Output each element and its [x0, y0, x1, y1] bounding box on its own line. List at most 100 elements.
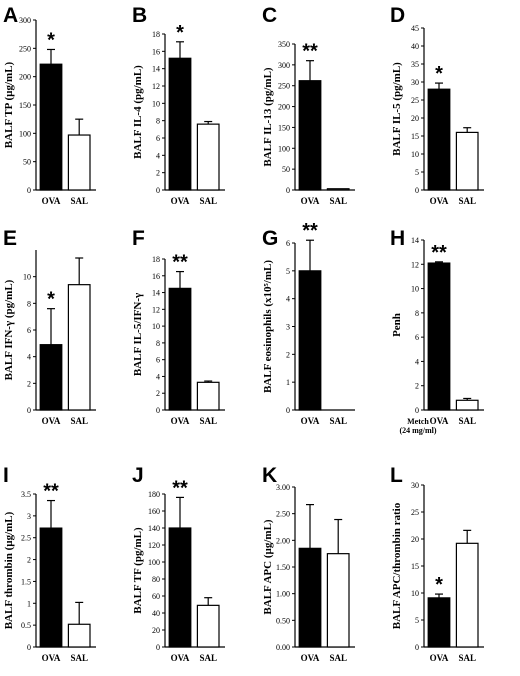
category-label: SAL — [199, 653, 217, 663]
y-tick-label: 180 — [148, 490, 160, 499]
y-tick-label: 2 — [415, 382, 419, 391]
panel-l: L 0 5 10 15 20 25 30 BALF APC/thrombin ratio * OVA… — [390, 464, 484, 663]
panel-letter: A — [3, 4, 18, 27]
y-tick-label: 1.50 — [276, 563, 290, 572]
panel-letter: I — [3, 464, 9, 487]
bar-ova — [168, 287, 192, 411]
bar-ova — [427, 597, 451, 648]
y-tick-label: 4 — [27, 353, 31, 362]
y-tick-label: 8 — [27, 299, 31, 308]
bar-sal — [326, 188, 350, 191]
y-tick-label: 3 — [286, 323, 290, 332]
y-axis-label: BALF APC (µg/mL) — [262, 519, 274, 614]
y-tick-label: 20 — [152, 626, 160, 635]
y-tick-label: 0 — [156, 406, 160, 415]
axis-note: Metch — [407, 417, 429, 426]
y-tick-label: 15 — [411, 132, 419, 141]
bar-ova — [39, 527, 63, 648]
y-tick-label: 25 — [411, 96, 419, 105]
y-tick-label: 300 — [19, 16, 31, 25]
panel-e: E 0 2 4 6 8 10 BALF IFN-γ (pg/mL) * OVA SAL — [3, 227, 96, 426]
y-tick-label: 0.00 — [276, 643, 290, 652]
y-tick-label: 10 — [152, 322, 160, 331]
bar-ova — [298, 547, 322, 648]
panel-j: J 0 20 40 60 80 100 120 140 160 180 BALF TF (pg/mL)… — [132, 464, 225, 663]
y-tick-label: 200 — [278, 103, 290, 112]
y-axis-label: BALF APC/thrombin ratio — [391, 502, 403, 629]
panel-letter: F — [132, 227, 145, 250]
y-tick-label: 4 — [156, 372, 160, 381]
y-tick-label: 200 — [19, 73, 31, 82]
bar-sal — [455, 542, 479, 648]
y-tick-label: 0.5 — [21, 621, 31, 630]
y-tick-label: 350 — [278, 40, 290, 49]
category-label: SAL — [458, 196, 476, 206]
y-tick-label: 50 — [23, 158, 31, 167]
y-tick-label: 30 — [411, 481, 419, 490]
category-label: SAL — [329, 196, 347, 206]
y-tick-label: 16 — [152, 47, 160, 56]
panel-f: F 0 2 4 6 8 10 12 14 16 18 BALF IL-5/IFN-γ ** OVA SAL — [132, 227, 225, 426]
y-tick-label: 8 — [156, 339, 160, 348]
y-tick-label: 0 — [415, 406, 419, 415]
y-tick-label: 6 — [286, 239, 290, 248]
y-axis-label: BALF IFN-γ (pg/mL) — [3, 279, 15, 380]
y-tick-label: 10 — [23, 273, 31, 282]
y-tick-label: 100 — [19, 129, 31, 138]
y-tick-label: 2.00 — [276, 536, 290, 545]
panel-letter: D — [390, 4, 405, 27]
y-tick-label: 45 — [411, 24, 419, 33]
category-label: OVA — [171, 196, 190, 206]
y-tick-label: 120 — [148, 541, 160, 550]
y-tick-label: 60 — [152, 592, 160, 601]
category-label: SAL — [70, 196, 88, 206]
y-tick-label: 2.5 — [21, 534, 31, 543]
panel-letter: L — [390, 464, 403, 487]
y-tick-label: 20 — [411, 114, 419, 123]
y-tick-label: 18 — [152, 255, 160, 264]
y-tick-label: 160 — [148, 507, 160, 516]
y-tick-label: 3.00 — [276, 483, 290, 492]
bar-ova — [168, 527, 192, 648]
bar-ova — [39, 63, 63, 191]
y-axis-label: BALF eosinophils (x10⁵/mL) — [262, 260, 274, 393]
y-tick-label: 100 — [278, 144, 290, 153]
y-axis-label: BALF thrombin (µg/mL) — [3, 511, 15, 629]
y-tick-label: 30 — [411, 78, 419, 87]
panel-d: D 0 5 10 15 20 25 30 35 40 45 BALF IL-5 (pg/mL) * OVA… — [390, 4, 484, 206]
y-tick-label: 2 — [27, 556, 31, 565]
y-tick-label: 250 — [278, 82, 290, 91]
y-tick-label: 20 — [411, 535, 419, 544]
y-axis-label: BALF TP (µg/mL) — [3, 61, 15, 148]
bar-sal — [67, 134, 91, 191]
y-tick-label: 3 — [27, 512, 31, 521]
significance-marker: ** — [172, 252, 188, 274]
y-tick-label: 6 — [27, 326, 31, 335]
y-tick-label: 4 — [415, 357, 419, 366]
y-tick-label: 10 — [152, 99, 160, 108]
category-label: SAL — [329, 416, 347, 426]
y-tick-label: 14 — [152, 65, 160, 74]
y-tick-label: 12 — [411, 260, 419, 269]
category-label: SAL — [458, 653, 476, 663]
y-tick-label: 0 — [286, 406, 290, 415]
significance-marker: ** — [431, 242, 447, 264]
y-tick-label: 10 — [411, 150, 419, 159]
axis-note: (24 mg/ml) — [399, 426, 436, 435]
y-axis-label: BALF TF (pg/mL) — [132, 527, 144, 614]
y-tick-label: 6 — [156, 356, 160, 365]
y-tick-label: 40 — [411, 42, 419, 51]
bar-sal — [196, 123, 220, 191]
panel-letter: H — [390, 227, 405, 250]
y-tick-label: 8 — [156, 117, 160, 126]
panel-letter: G — [262, 227, 278, 250]
y-tick-label: 4 — [156, 151, 160, 160]
y-tick-label: 0 — [415, 186, 419, 195]
category-label: SAL — [458, 416, 476, 426]
panel-k: K 0.00 0.50 1.00 1.50 2.00 2.50 3.00 BALF APC (µ… — [262, 464, 355, 663]
y-tick-label: 0 — [27, 643, 31, 652]
bar-ova — [168, 57, 192, 191]
y-tick-label: 0 — [156, 186, 160, 195]
category-label: OVA — [301, 416, 320, 426]
significance-marker: ** — [302, 220, 318, 242]
